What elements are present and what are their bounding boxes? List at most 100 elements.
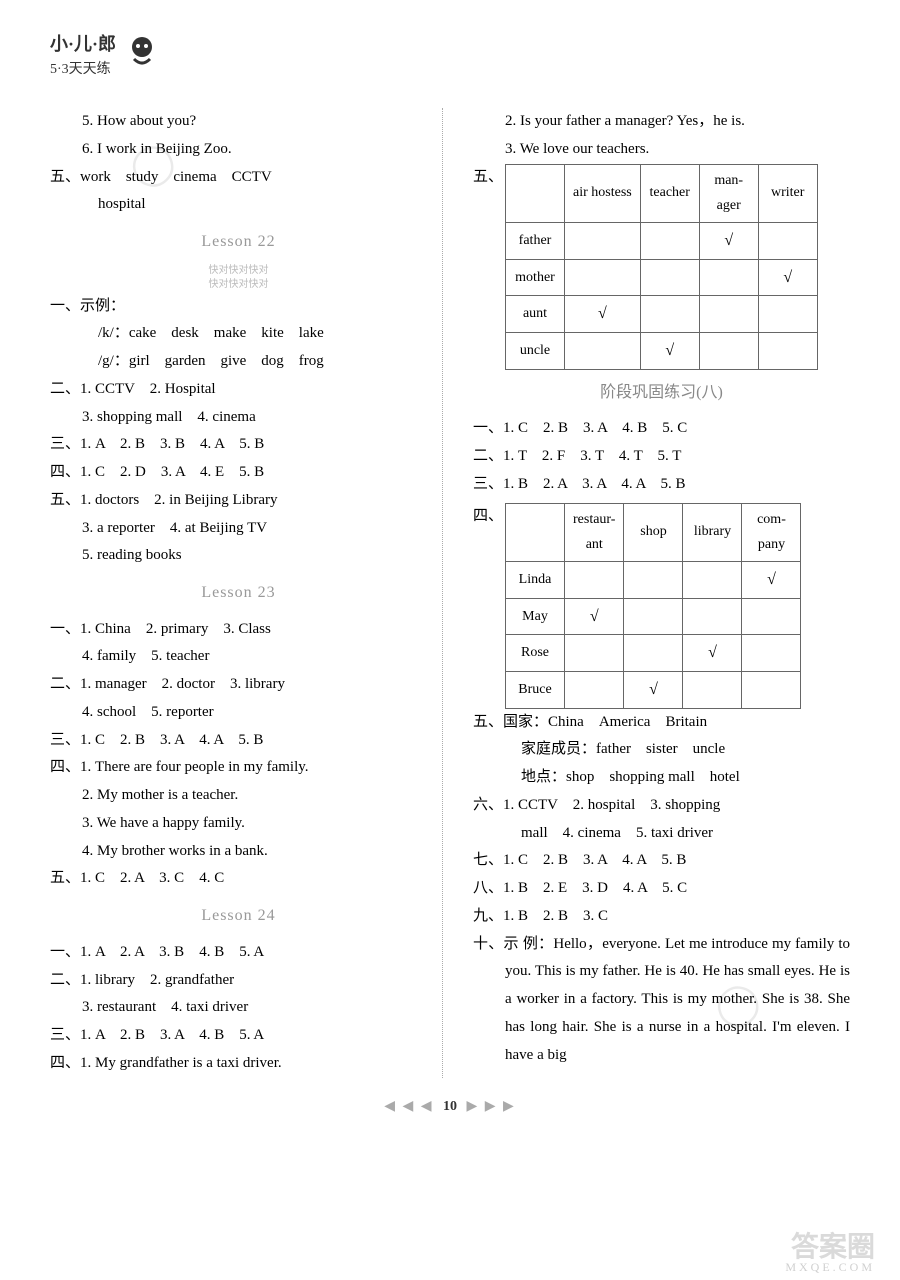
answer-text: 一、1. China 2. primary 3. Class bbox=[50, 616, 427, 644]
table-cell: √ bbox=[624, 672, 683, 709]
table-row-label: uncle bbox=[506, 333, 565, 370]
answer-text: 二、1. library 2. grandfather bbox=[50, 967, 427, 995]
lesson-title: Lesson 22 bbox=[50, 227, 427, 257]
table-header-cell: com-pany bbox=[742, 503, 801, 562]
lesson-title: Lesson 24 bbox=[50, 901, 427, 931]
answer-text: 3. We love our teachers. bbox=[473, 136, 850, 164]
table-cell bbox=[683, 598, 742, 635]
section-title: 阶段巩固练习(八) bbox=[473, 378, 850, 408]
answer-text: 四、1. My grandfather is a taxi driver. bbox=[50, 1050, 427, 1078]
answer-text: 一、1. A 2. A 3. B 4. B 5. A bbox=[50, 939, 427, 967]
page-number: 10 bbox=[443, 1099, 457, 1114]
table-cell bbox=[758, 296, 817, 333]
answer-text: 3. a reporter 4. at Beijing TV bbox=[50, 515, 427, 543]
answer-text: 四、1. There are four people in my family. bbox=[50, 754, 427, 782]
left-column: 5. How about you? 6. I work in Beijing Z… bbox=[50, 108, 443, 1078]
table-row-label: mother bbox=[506, 259, 565, 296]
table-cell bbox=[683, 562, 742, 599]
answer-text: 4. My brother works in a bank. bbox=[50, 838, 427, 866]
answer-text: 三、1. B 2. A 3. A 4. A 5. B bbox=[473, 471, 850, 499]
table-cell bbox=[624, 562, 683, 599]
answer-text: 5. reading books bbox=[50, 542, 427, 570]
answer-text: 一、1. C 2. B 3. A 4. B 5. C bbox=[473, 415, 850, 443]
table-row-label: Bruce bbox=[506, 672, 565, 709]
answer-text: 七、1. C 2. B 3. A 4. A 5. B bbox=[473, 847, 850, 875]
answer-text: 五、国家：China America Britain bbox=[473, 709, 850, 737]
answer-text: 二、1. T 2. F 3. T 4. T 5. T bbox=[473, 443, 850, 471]
answer-text: 6. I work in Beijing Zoo. bbox=[50, 136, 427, 164]
answer-text: 五、work study cinema CCTV bbox=[50, 164, 427, 192]
answer-text: 4. school 5. reporter bbox=[50, 699, 427, 727]
table-row: Rose √ bbox=[506, 635, 801, 672]
answer-text: 九、1. B 2. B 3. C bbox=[473, 903, 850, 931]
table-header-cell: air hostess bbox=[565, 164, 641, 223]
watermark-text: 快对快对快对 bbox=[50, 279, 427, 291]
table-cell bbox=[565, 223, 641, 260]
answer-text: 4. family 5. teacher bbox=[50, 643, 427, 671]
answer-text: 五、1. doctors 2. in Beijing Library bbox=[50, 487, 427, 515]
table-row: aunt√ bbox=[506, 296, 818, 333]
table-cell bbox=[683, 672, 742, 709]
table-header-cell: library bbox=[683, 503, 742, 562]
answer-text: 2. Is your father a manager? Yes，he is. bbox=[473, 108, 850, 136]
table-cell bbox=[640, 259, 699, 296]
section-label: 五、 bbox=[473, 164, 505, 370]
logo-text: 小·儿·郎 bbox=[50, 30, 116, 56]
table-cell: √ bbox=[758, 259, 817, 296]
table-row: uncle √ bbox=[506, 333, 818, 370]
table-row-label: May bbox=[506, 598, 565, 635]
table-cell bbox=[565, 259, 641, 296]
answer-text: 一、示例： bbox=[50, 293, 427, 321]
section-label: 四、 bbox=[473, 503, 505, 709]
table-cell bbox=[758, 333, 817, 370]
table-cell bbox=[565, 672, 624, 709]
answer-text: 2. My mother is a teacher. bbox=[50, 782, 427, 810]
table-row: May√ bbox=[506, 598, 801, 635]
answer-table: air hostessteacherman-agerwriterfather√m… bbox=[505, 164, 818, 370]
answer-text: /g/：girl garden give dog frog bbox=[50, 348, 427, 376]
left-arrows-icon: ◀ ◀ ◀ bbox=[384, 1099, 433, 1114]
table-row: father √ bbox=[506, 223, 818, 260]
table-row-label: father bbox=[506, 223, 565, 260]
answer-text: 三、1. C 2. B 3. A 4. A 5. B bbox=[50, 727, 427, 755]
corner-logo: 答案圈 bbox=[791, 1225, 875, 1265]
table-cell bbox=[742, 635, 801, 672]
table-cell bbox=[758, 223, 817, 260]
table-row: mother √ bbox=[506, 259, 818, 296]
paragraph-label: 十、示 例： bbox=[473, 936, 553, 952]
answer-table: restaur-antshoplibrarycom-panyLinda√May√… bbox=[505, 503, 801, 709]
answer-text: 5. How about you? bbox=[50, 108, 427, 136]
table-cell: √ bbox=[742, 562, 801, 599]
answer-text: 三、1. A 2. B 3. A 4. B 5. A bbox=[50, 1022, 427, 1050]
table-cell bbox=[742, 598, 801, 635]
answer-text: 3. shopping mall 4. cinema bbox=[50, 404, 427, 432]
table-cell bbox=[742, 672, 801, 709]
answer-text: mall 4. cinema 5. taxi driver bbox=[473, 820, 850, 848]
table-header-cell bbox=[506, 503, 565, 562]
table-cell bbox=[565, 635, 624, 672]
answer-text: 地点：shop shopping mall hotel bbox=[473, 764, 850, 792]
answer-text: 六、1. CCTV 2. hospital 3. shopping bbox=[473, 792, 850, 820]
table-row-label: Rose bbox=[506, 635, 565, 672]
table-row-label: Linda bbox=[506, 562, 565, 599]
answer-text: hospital bbox=[50, 191, 427, 219]
table-cell: √ bbox=[640, 333, 699, 370]
logo-sub: 5·3天天练 bbox=[50, 58, 116, 78]
table-cell: √ bbox=[683, 635, 742, 672]
table-cell: √ bbox=[565, 598, 624, 635]
answer-text: 四、1. C 2. D 3. A 4. E 5. B bbox=[50, 459, 427, 487]
table-header-cell: man-ager bbox=[699, 164, 758, 223]
right-column: 2. Is your father a manager? Yes，he is. … bbox=[473, 108, 850, 1078]
table-cell bbox=[624, 635, 683, 672]
answer-text: /k/：cake desk make kite lake bbox=[50, 320, 427, 348]
table-row: Linda √ bbox=[506, 562, 801, 599]
table-cell: √ bbox=[699, 223, 758, 260]
table-cell: √ bbox=[565, 296, 641, 333]
table-cell bbox=[640, 223, 699, 260]
watermark-text: 快对快对快对 bbox=[50, 265, 427, 277]
table-cell bbox=[624, 598, 683, 635]
table-cell bbox=[699, 259, 758, 296]
answer-text: 二、1. manager 2. doctor 3. library bbox=[50, 671, 427, 699]
paragraph-text: Hello，everyone. Let me introduce my fami… bbox=[505, 936, 850, 1063]
lesson-title: Lesson 23 bbox=[50, 578, 427, 608]
